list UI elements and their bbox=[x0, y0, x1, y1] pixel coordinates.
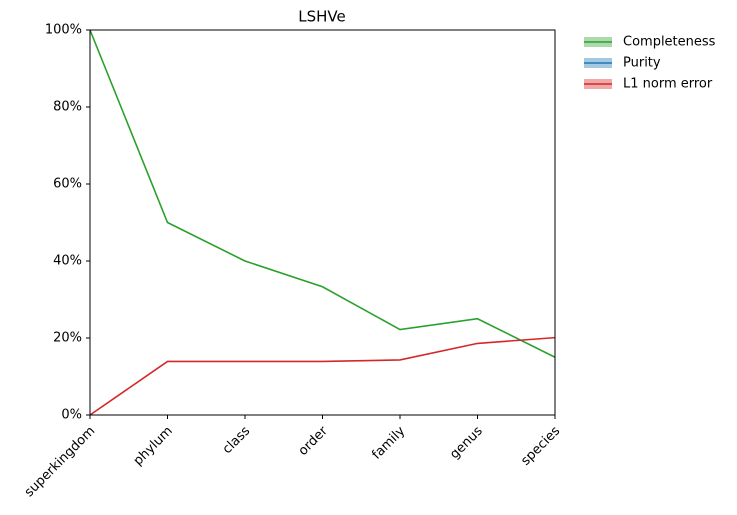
y-tick-label: 20% bbox=[53, 331, 82, 346]
x-tick-label: genus bbox=[447, 424, 486, 463]
series-line bbox=[89, 29, 556, 358]
legend-label: Purity bbox=[623, 56, 661, 71]
x-tick-label: superkingdom bbox=[22, 424, 98, 500]
plot-frame bbox=[89, 29, 556, 416]
x-tick-label: family bbox=[369, 423, 408, 462]
x-tick-label: species bbox=[518, 424, 563, 469]
legend-label: Completeness bbox=[623, 35, 716, 50]
y-tick-label: 80% bbox=[53, 100, 82, 115]
series-line bbox=[89, 336, 556, 416]
legend-label: L1 norm error bbox=[623, 77, 713, 92]
x-tick-label: class bbox=[220, 424, 254, 458]
y-tick-label: 0% bbox=[61, 408, 82, 423]
x-tick-label: order bbox=[296, 423, 332, 459]
y-tick-label: 60% bbox=[53, 177, 82, 192]
x-tick-label: phylum bbox=[131, 424, 176, 469]
y-tick-label: 100% bbox=[45, 23, 82, 38]
chart-title: LSHVe bbox=[298, 8, 345, 26]
y-tick-label: 40% bbox=[53, 254, 82, 269]
